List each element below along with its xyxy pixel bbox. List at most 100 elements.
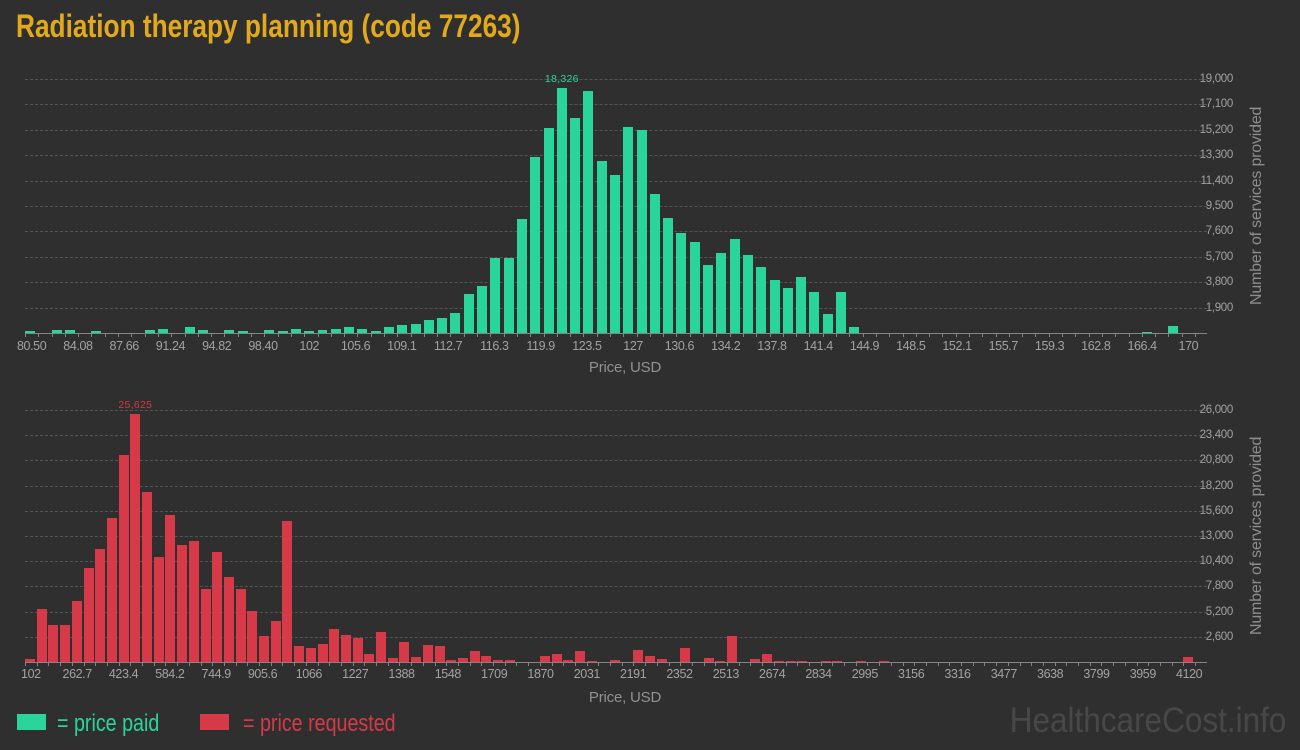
histogram-bar[interactable] [832, 661, 843, 662]
histogram-bar[interactable] [397, 325, 408, 333]
histogram-bar[interactable] [676, 232, 687, 333]
histogram-bar[interactable] [563, 660, 574, 662]
histogram-bar[interactable] [142, 492, 152, 662]
histogram-bar[interactable] [797, 661, 808, 662]
histogram-bar[interactable] [703, 658, 714, 662]
histogram-bar[interactable] [539, 656, 550, 662]
histogram-bar[interactable] [188, 540, 199, 662]
histogram-bar[interactable] [344, 327, 355, 333]
histogram-bar[interactable] [165, 514, 176, 662]
histogram-bar[interactable] [434, 646, 445, 662]
histogram-bar[interactable] [277, 330, 288, 333]
histogram-bar[interactable] [422, 645, 433, 662]
histogram-bar[interactable] [879, 660, 890, 662]
histogram-bar[interactable] [446, 660, 457, 662]
histogram-bar[interactable] [727, 636, 737, 662]
histogram-bar[interactable] [1168, 325, 1179, 333]
histogram-bar[interactable] [25, 330, 35, 333]
histogram-bar[interactable] [177, 545, 188, 662]
histogram-bar[interactable] [716, 252, 727, 333]
histogram-bar[interactable] [330, 329, 341, 333]
histogram-bar[interactable] [106, 517, 117, 662]
histogram-bar[interactable] [144, 330, 155, 333]
histogram-bar[interactable] [423, 320, 434, 333]
histogram-bar[interactable] [64, 330, 75, 333]
histogram-bar[interactable] [663, 218, 674, 333]
histogram-bar[interactable] [645, 656, 656, 662]
histogram-bar[interactable] [481, 656, 492, 662]
histogram-bar[interactable] [1141, 331, 1152, 333]
histogram-bar[interactable] [809, 291, 820, 333]
histogram-bar[interactable] [364, 654, 375, 662]
histogram-bar[interactable] [36, 608, 47, 662]
histogram-bar[interactable] [305, 648, 316, 662]
histogram-bar[interactable] [25, 658, 35, 662]
histogram-bar[interactable] [224, 330, 235, 333]
histogram-bar[interactable] [157, 329, 168, 333]
histogram-bar[interactable] [785, 661, 796, 662]
histogram-bar[interactable] [51, 330, 62, 333]
histogram-bar[interactable] [340, 634, 351, 662]
histogram-bar[interactable] [543, 128, 554, 333]
histogram-bar[interactable] [270, 621, 281, 662]
histogram-bar[interactable] [680, 648, 691, 662]
histogram-bar[interactable] [756, 267, 767, 333]
histogram-bar[interactable] [769, 279, 780, 333]
histogram-bar[interactable] [317, 643, 328, 662]
histogram-bar[interactable] [237, 330, 248, 333]
histogram-bar[interactable] [153, 557, 164, 662]
histogram-bar[interactable] [304, 331, 315, 333]
histogram-bar[interactable] [235, 589, 246, 662]
histogram-bar[interactable] [357, 328, 368, 333]
histogram-bar[interactable] [583, 91, 594, 333]
histogram-bar[interactable] [95, 549, 106, 662]
histogram-bar[interactable] [60, 624, 71, 662]
histogram-bar[interactable] [703, 264, 714, 333]
histogram-bar[interactable] [1183, 656, 1194, 662]
histogram-bar[interactable] [715, 661, 726, 662]
histogram-bar[interactable] [516, 219, 527, 333]
histogram-bar[interactable] [570, 117, 581, 333]
histogram-bar[interactable] [855, 661, 866, 662]
histogram-bar[interactable] [71, 601, 82, 662]
histogram-bar[interactable] [383, 327, 394, 333]
histogram-bar[interactable] [437, 318, 448, 333]
histogram-bar[interactable] [750, 658, 761, 662]
histogram-bar[interactable] [457, 658, 468, 662]
histogram-bar[interactable] [264, 330, 275, 333]
histogram-bar[interactable] [200, 589, 211, 662]
histogram-bar[interactable] [530, 156, 541, 333]
histogram-bar[interactable] [83, 567, 94, 662]
histogram-bar[interactable] [463, 294, 474, 333]
histogram-bar[interactable] [212, 551, 223, 662]
histogram-bar[interactable] [387, 658, 398, 662]
histogram-bar[interactable] [184, 327, 195, 333]
histogram-bar[interactable] [450, 312, 461, 333]
histogram-bar[interactable] [290, 328, 301, 333]
histogram-bar[interactable] [782, 287, 793, 333]
histogram-bar[interactable] [762, 654, 773, 662]
histogram-bar[interactable] [504, 660, 515, 662]
histogram-bar[interactable] [493, 660, 503, 662]
histogram-bar[interactable] [742, 255, 753, 333]
histogram-bar[interactable] [689, 242, 700, 333]
histogram-bar[interactable] [610, 175, 620, 333]
histogram-bar[interactable] [490, 258, 501, 333]
histogram-bar[interactable] [48, 624, 59, 662]
histogram-bar[interactable] [551, 653, 562, 662]
histogram-bar[interactable] [259, 636, 269, 662]
histogram-bar[interactable] [118, 454, 129, 662]
histogram-bar[interactable] [610, 660, 620, 662]
histogram-bar[interactable] [729, 239, 740, 333]
histogram-bar[interactable] [130, 413, 141, 662]
histogram-bar[interactable] [247, 611, 258, 662]
histogram-bar[interactable] [294, 646, 305, 662]
histogram-bar[interactable] [329, 629, 340, 662]
histogram-bar[interactable] [836, 291, 846, 333]
histogram-bar[interactable] [352, 637, 363, 662]
histogram-bar[interactable] [649, 193, 660, 333]
histogram-bar[interactable] [376, 631, 386, 662]
histogram-bar[interactable] [477, 286, 488, 333]
histogram-bar[interactable] [411, 656, 422, 662]
histogram-bar[interactable] [656, 658, 667, 662]
